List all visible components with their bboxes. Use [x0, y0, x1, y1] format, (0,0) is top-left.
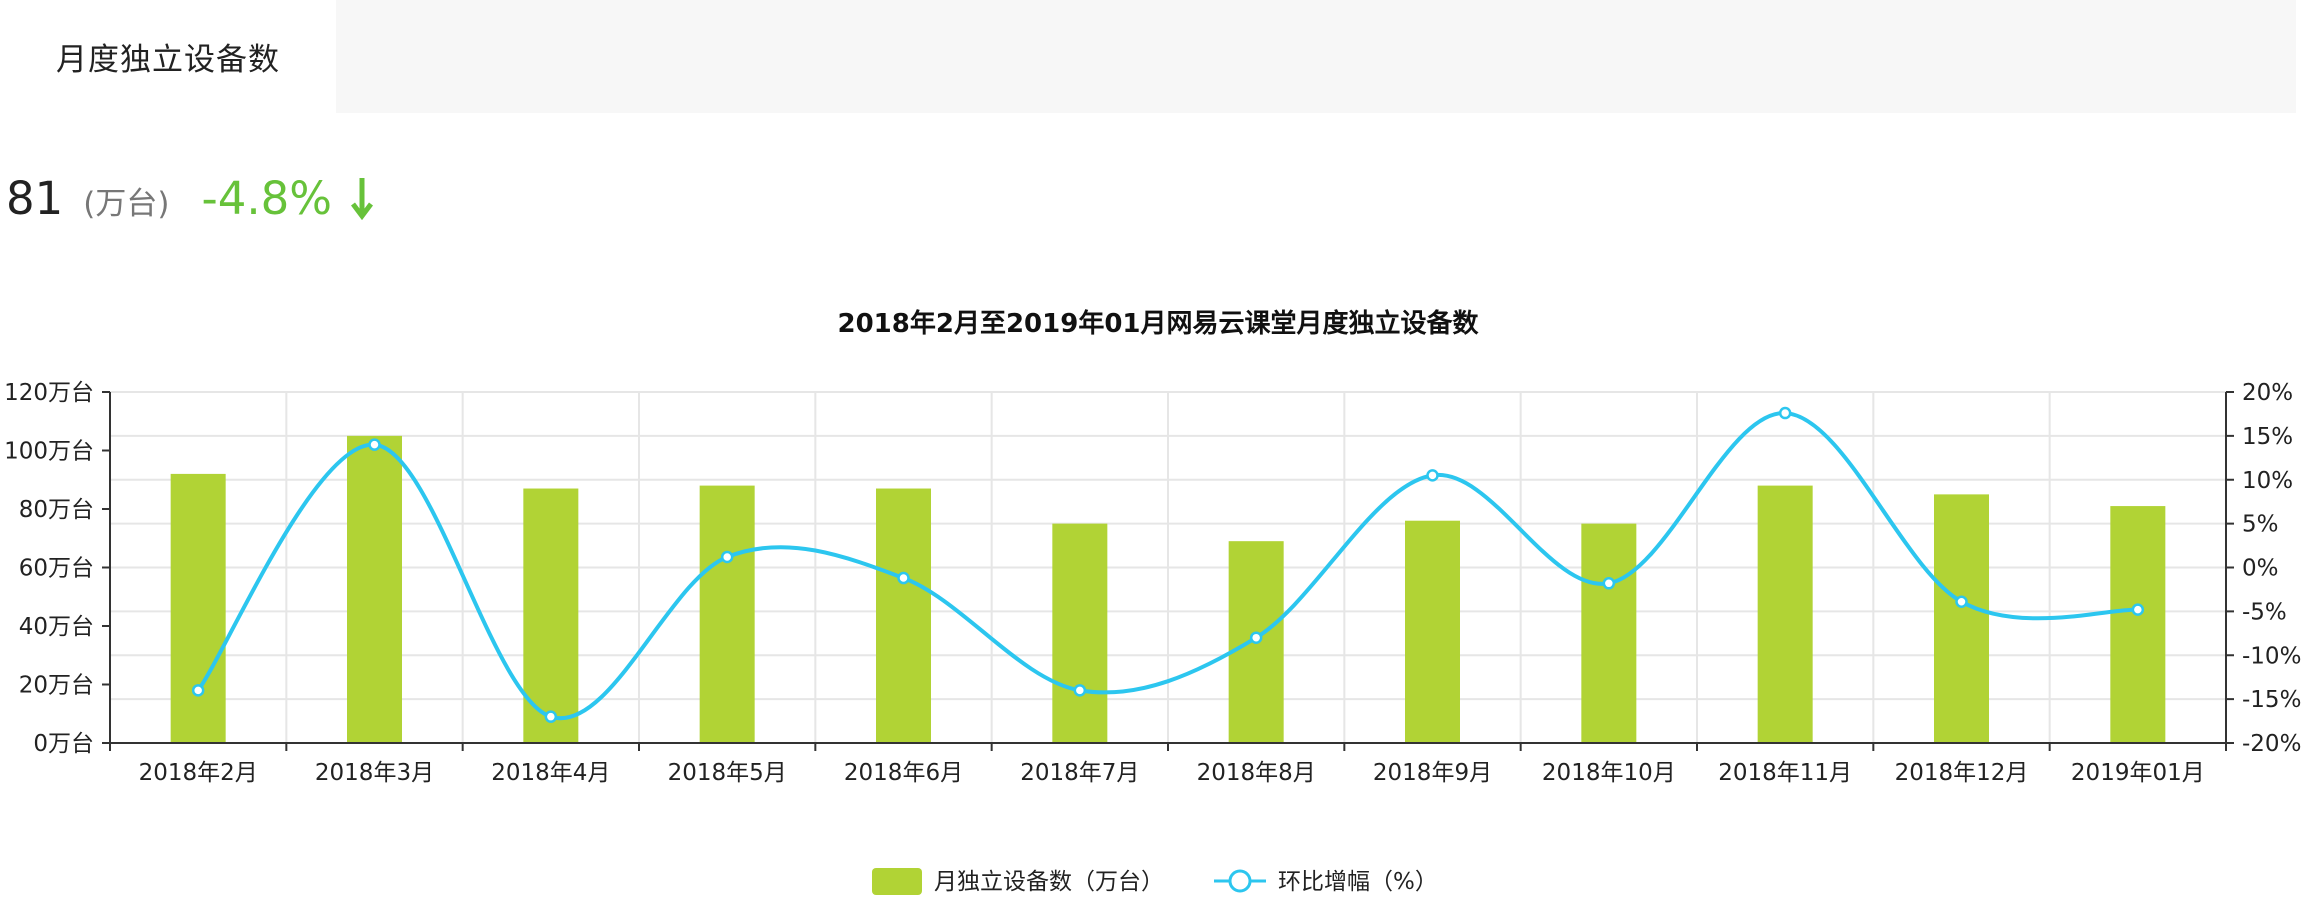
summary-unit: (万台) [83, 186, 170, 222]
line-point [1073, 684, 1087, 697]
line-point [897, 571, 910, 585]
tab-monthly-devices[interactable]: 月度独立设备数 [0, 0, 336, 113]
line-point [191, 684, 205, 697]
y-tick-label-left: 120万台 [4, 380, 94, 406]
chart-title: 2018年2月至2019年01月网易云课堂月度独立设备数 [838, 308, 1480, 339]
bar [1052, 523, 1108, 743]
x-tick-label: 2018年9月 [1373, 760, 1492, 786]
axes: 0万台 20万台 40万台 60万台 80万台 100万台 120万台 -20% -15% -10… [4, 380, 2301, 786]
y-tick-label-right: 20% [2242, 380, 2293, 406]
x-tick-label: 2018年11月 [1718, 760, 1852, 786]
line-point [368, 438, 381, 451]
line-series [191, 406, 2145, 723]
arrow-down-icon [350, 176, 374, 224]
x-tick-label: 2018年5月 [668, 760, 787, 786]
x-tick-label: 2018年3月 [315, 760, 434, 786]
line-point [1955, 595, 1968, 608]
legend-label-line: 环比增幅（%） [1278, 869, 1438, 895]
bar [1405, 520, 1460, 743]
line-point [720, 550, 734, 564]
y-tick-label-left: 60万台 [19, 556, 94, 582]
y-tick-label-left: 0万台 [33, 731, 94, 757]
y-tick-label-right: 10% [2242, 468, 2293, 494]
legend: 月独立设备数（万台） 环比增幅（%） [872, 868, 1438, 895]
y-tick-label-right: -5% [2242, 599, 2287, 625]
y-tick-label-left: 80万台 [19, 497, 94, 523]
legend-swatch-line-marker [1228, 869, 1252, 893]
line-point [1249, 631, 1263, 644]
y-tick-label-right: 5% [2242, 512, 2279, 538]
bar [170, 473, 226, 743]
line-point [1778, 406, 1792, 420]
tab-bar-empty [336, 0, 2296, 113]
x-tick-label: 2018年12月 [1895, 760, 2029, 786]
summary-change: -4.8% [201, 172, 333, 225]
grid [110, 391, 2227, 743]
bar [699, 485, 755, 743]
line-point [1602, 577, 1616, 590]
summary-stat: 81 (万台) -4.8% [6, 170, 374, 240]
line-point [1426, 469, 1439, 482]
bar [1757, 485, 1813, 743]
bar [1934, 494, 1989, 743]
line-point [544, 710, 558, 723]
y-tick-label-right: -20% [2242, 731, 2301, 757]
y-tick-label-right: -15% [2242, 687, 2301, 713]
bar [2110, 506, 2166, 743]
line-point [2131, 603, 2145, 616]
bar [523, 488, 579, 743]
bar [347, 435, 402, 743]
y-tick-label-left: 100万台 [4, 439, 94, 465]
chart: 2018年2月至2019年01月网易云课堂月度独立设备数 0万台 20万台 40万台… [4, 308, 2301, 895]
bar [1581, 523, 1637, 743]
y-tick-label-left: 20万台 [19, 673, 94, 699]
tab-bar: 月度独立设备数 [0, 0, 2314, 113]
x-tick-label: 2018年2月 [139, 760, 258, 786]
legend-label-bar: 月独立设备数（万台） [934, 869, 1164, 895]
y-tick-label-right: -10% [2242, 643, 2301, 669]
line-path [196, 411, 2138, 721]
tab-label: 月度独立设备数 [56, 42, 280, 78]
summary-value: 81 [6, 172, 64, 225]
y-tick-label-right: 0% [2242, 556, 2279, 582]
x-tick-label: 2018年4月 [491, 760, 610, 786]
x-tick-label: 2019年01月 [2071, 760, 2205, 786]
y-tick-label-right: 15% [2242, 424, 2293, 450]
bar [876, 488, 931, 743]
x-tick-label: 2018年8月 [1197, 760, 1316, 786]
y-tick-label-left: 40万台 [19, 614, 94, 640]
bar-series [170, 435, 2166, 743]
x-tick-label: 2018年7月 [1020, 760, 1139, 786]
x-tick-label: 2018年6月 [844, 760, 963, 786]
x-tick-label: 2018年10月 [1542, 760, 1676, 786]
legend-swatch-bar [872, 868, 922, 895]
